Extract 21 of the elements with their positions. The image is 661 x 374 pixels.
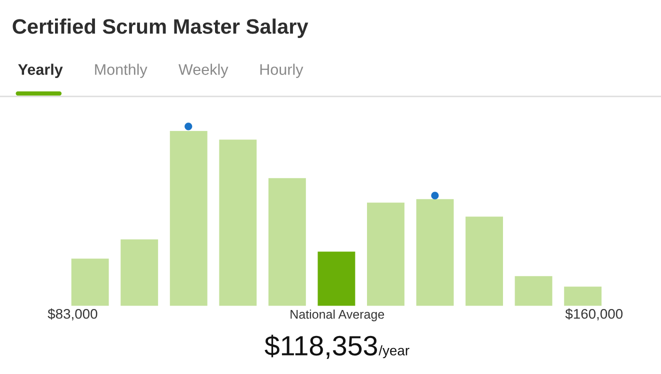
bar — [514, 276, 552, 306]
text: $118,353 — [264, 334, 377, 359]
text: Yearly — [18, 64, 63, 78]
bar — [416, 199, 454, 306]
bar — [71, 258, 109, 306]
bar — [268, 178, 306, 306]
bar — [564, 286, 602, 306]
text: National Average — [290, 310, 384, 322]
text: $83,000 — [48, 308, 98, 320]
text: /year — [378, 345, 410, 358]
bar — [170, 130, 208, 306]
bar — [367, 202, 404, 306]
bar — [318, 252, 356, 306]
bar — [120, 239, 158, 306]
text: Hourly — [260, 64, 304, 78]
chart-title: Certified Scrum Master Salary — [12, 18, 308, 38]
bar — [219, 140, 257, 306]
bar — [466, 216, 503, 306]
text: $160,000 — [565, 308, 623, 320]
text: Weekly — [178, 64, 228, 78]
text: Monthly — [95, 64, 148, 78]
